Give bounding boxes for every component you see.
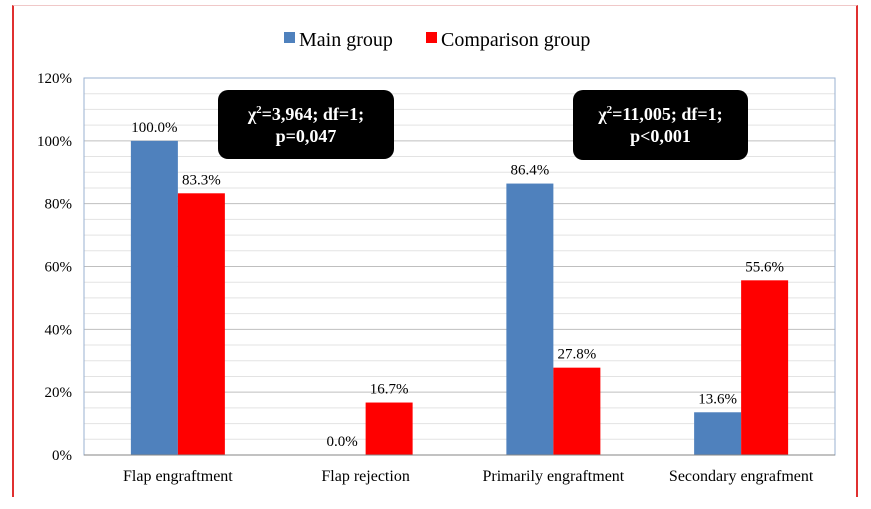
- category-label-1: Flap rejection: [321, 468, 409, 485]
- bar-main-3: [694, 412, 742, 455]
- bar-comparison-1: [365, 402, 413, 455]
- category-labels: Flap engraftment Flap rejection Primarily …: [123, 468, 814, 485]
- y-tick-label: 60%: [45, 260, 73, 276]
- data-labels: 100.0% 83.3% 0.0% 16.7% 86.4% 27.8% 13.6% 55.6%: [131, 120, 784, 450]
- stat-annotation-2: χ2=11,005; df=1; p<0,001: [573, 90, 748, 160]
- y-tick-label: 120%: [37, 71, 72, 87]
- y-tick-label: 100%: [37, 134, 72, 150]
- bar-comparison-0: [177, 193, 225, 455]
- data-label-main-0: 100.0%: [131, 120, 177, 136]
- bar-comparison-2: [553, 367, 601, 455]
- chi-superscript-2: 2: [606, 104, 613, 116]
- legend-swatch-main-group: [284, 32, 295, 43]
- data-label-main-3: 13.6%: [698, 391, 737, 407]
- bar-comparison-3: [741, 280, 789, 455]
- y-tick-label: 0%: [52, 448, 72, 464]
- data-label-comparison-3: 55.6%: [745, 259, 784, 275]
- data-label-comparison-1: 16.7%: [370, 382, 409, 398]
- legend-label-main-group: Main group: [299, 29, 393, 51]
- category-label-3: Secondary engrafment: [669, 468, 814, 485]
- bar-main-2: [506, 183, 554, 455]
- bar-main-0: [130, 140, 178, 456]
- category-label-2: Primarily engraftment: [483, 468, 625, 485]
- chart-frame: [12, 5, 858, 497]
- chi-superscript-1: 2: [256, 104, 262, 116]
- data-label-main-1: 0.0%: [327, 434, 358, 450]
- y-tick-label: 20%: [45, 385, 73, 401]
- legend: Main group Comparison group: [284, 29, 590, 51]
- data-label-main-2: 86.4%: [511, 163, 550, 179]
- data-label-comparison-2: 27.8%: [558, 347, 597, 363]
- legend-swatch-comparison-group: [426, 32, 437, 43]
- chi-symbol-2: χ: [598, 104, 607, 124]
- stat-line1-1: =3,964; df=1;: [261, 104, 365, 124]
- stat-annotation-1: χ2=3,964; df=1; p=0,047: [218, 90, 394, 159]
- y-tick-label: 40%: [45, 322, 73, 338]
- bars: [130, 140, 789, 456]
- stat-line2-1: p=0,047: [275, 126, 337, 146]
- data-label-comparison-0: 83.3%: [182, 172, 221, 188]
- category-label-0: Flap engraftment: [123, 468, 233, 485]
- stat-line1-2: =11,005; df=1;: [612, 104, 723, 124]
- legend-label-comparison-group: Comparison group: [441, 29, 590, 51]
- y-axis-ticks: 0% 20% 40% 60% 80% 100% 120%: [37, 71, 72, 464]
- chi-symbol-1: χ: [247, 104, 257, 124]
- y-tick-label: 80%: [45, 197, 73, 213]
- stat-line2-2: p<0,001: [630, 126, 691, 146]
